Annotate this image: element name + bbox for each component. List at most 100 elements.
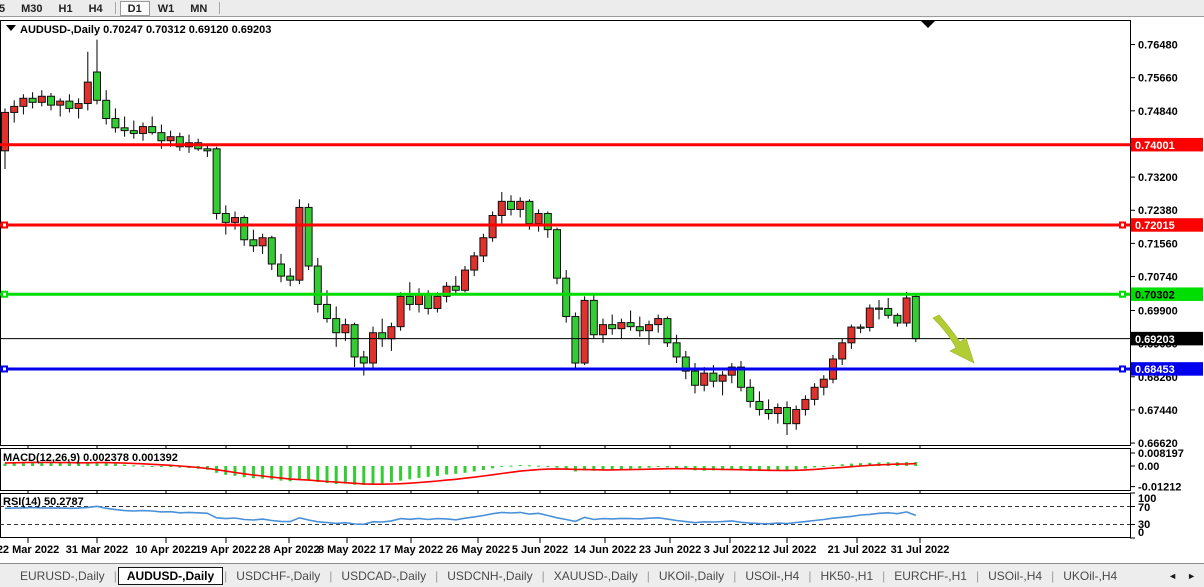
tab-usoil-h4[interactable]: USOil-,H4 [988, 568, 1043, 583]
tab-separator: | [435, 568, 439, 583]
date-label: 3 Jul 2022 [704, 544, 757, 556]
macd-histogram-bar [859, 463, 863, 466]
price-badge [1131, 287, 1203, 301]
candle-down [157, 132, 166, 142]
candle-down [350, 324, 359, 358]
timeframe-button-w1[interactable]: W1 [157, 2, 175, 15]
candle-down [451, 285, 460, 291]
macd-tick-label: 0.008197 [1138, 448, 1184, 460]
price-badge [1131, 362, 1203, 376]
candle-up [718, 374, 727, 382]
candle-down [589, 299, 598, 336]
macd-histogram-bar [776, 466, 780, 471]
tab-scroll-right-icon[interactable]: ► [1187, 570, 1196, 581]
tab-usdcnh-daily[interactable]: USDCNH-,Daily [447, 568, 533, 583]
macd-histogram-bar [279, 466, 283, 481]
candle-up [645, 324, 653, 332]
candle-up [773, 406, 782, 415]
macd-histogram-bar [353, 466, 357, 485]
candle-up [295, 206, 304, 281]
timeframe-button-h4[interactable]: H4 [88, 2, 103, 15]
candle-up [838, 342, 847, 360]
candle-up [654, 318, 663, 326]
timeframe-button-d1[interactable]: D1 [119, 0, 150, 16]
macd-histogram-bar [445, 466, 449, 475]
date-label: 22 Mar 2022 [0, 544, 59, 556]
price-tick-label: 0.72380 [1138, 205, 1178, 217]
macd-histogram-bar [297, 466, 301, 480]
macd-histogram-bar [481, 466, 485, 471]
hline-068453[interactable]: 0.68453 [0, 362, 1203, 376]
rsi-panel[interactable] [0, 493, 1131, 538]
tab-scroll-left-icon[interactable]: ◄ [1168, 570, 1178, 581]
macd-histogram-bar [868, 462, 872, 466]
tab-audusd-daily[interactable]: AUDUSD-,Daily [117, 566, 224, 585]
timeframe-button-mn[interactable]: MN [190, 2, 208, 15]
macd-histogram-bar [77, 463, 81, 466]
macd-histogram-bar [721, 466, 725, 471]
candle-up [488, 215, 497, 239]
macd-histogram-bar [132, 465, 136, 467]
candle-up [258, 237, 267, 247]
candle-down [543, 212, 552, 231]
candle-down [359, 356, 368, 364]
hline-070302[interactable]: 0.70302 [0, 287, 1203, 301]
candle-up [617, 322, 626, 330]
macd-signal-line [4, 461, 916, 486]
price-tick-label: 0.67440 [1138, 405, 1178, 417]
date-label: 26 May 2022 [446, 544, 510, 556]
tab-usoil-h4[interactable]: USOil-,H4 [745, 568, 800, 583]
hline-drag-marker-core [3, 367, 6, 371]
macd-histogram-bar [619, 466, 623, 470]
candle-up [534, 212, 543, 225]
macd-histogram-bar [362, 466, 366, 486]
tab-ukoil-daily[interactable]: UKOil-,Daily [658, 568, 725, 583]
tab-hk50-h1[interactable]: HK50-,H1 [820, 568, 874, 583]
candle-up [792, 409, 801, 425]
macd-histogram-bar [169, 466, 173, 468]
macd-label: MACD(12,26,9) 0.002378 0.001392 [3, 452, 178, 464]
timeframe-button-5[interactable]: 5 [0, 2, 6, 15]
macd-histogram-bar [638, 466, 642, 469]
tab-usdcad-daily[interactable]: USDCAD-,Daily [341, 568, 427, 583]
macd-histogram-bar [12, 462, 16, 466]
candle-down [323, 303, 331, 320]
timeframe-button-h1[interactable]: H1 [58, 2, 73, 15]
hline-drag-marker-core [3, 292, 6, 296]
candle-down [28, 97, 37, 103]
hline-069203[interactable]: 0.69203 [0, 331, 1203, 346]
macd-histogram-bar [86, 462, 90, 466]
symbol-dropdown-icon[interactable] [6, 25, 16, 31]
macd-histogram-bar [831, 464, 835, 466]
timeframe-button-m30[interactable]: M30 [21, 2, 43, 15]
tab-eurchf-h1[interactable]: EURCHF-,H1 [894, 568, 967, 583]
candle-down [635, 326, 644, 332]
price-panel[interactable] [0, 20, 1131, 446]
tab-eurusd-daily[interactable]: EURUSD-,Daily [20, 568, 105, 583]
macd-histogram-bar [141, 465, 145, 467]
hline-072015[interactable]: 0.72015 [0, 218, 1203, 232]
tab-separator: | [329, 568, 333, 583]
price-tick-label: 0.66620 [1138, 438, 1178, 450]
macd-histogram-bar [564, 466, 568, 470]
hline-074001[interactable]: 0.74001 [0, 137, 1203, 152]
rsi-tick-label: 30 [1138, 519, 1150, 531]
macd-histogram-bar [316, 466, 320, 482]
macd-histogram-bar [270, 466, 274, 480]
candle-down [681, 356, 690, 372]
down-arrow-annotation[interactable] [932, 314, 975, 364]
chart-canvas[interactable]: 0.764800.756600.748400.740200.732000.723… [0, 17, 1204, 563]
rsi-layer [0, 505, 1130, 526]
macd-histogram-bar [647, 466, 651, 468]
tab-xauusd-daily[interactable]: XAUUSD-,Daily [553, 568, 638, 583]
macd-histogram-bar [537, 465, 541, 467]
price-badge [1131, 331, 1203, 346]
candle-down [875, 307, 883, 310]
date-label: 31 Jul 2022 [891, 544, 950, 556]
tab-ukoil-h4[interactable]: UKOil-,H4 [1063, 568, 1118, 583]
macd-histogram-bar [684, 466, 688, 470]
tab-usdchf-daily[interactable]: USDCHF-,Daily [236, 568, 321, 583]
candle-down [562, 277, 571, 318]
hline-drag-marker-core [3, 223, 6, 227]
